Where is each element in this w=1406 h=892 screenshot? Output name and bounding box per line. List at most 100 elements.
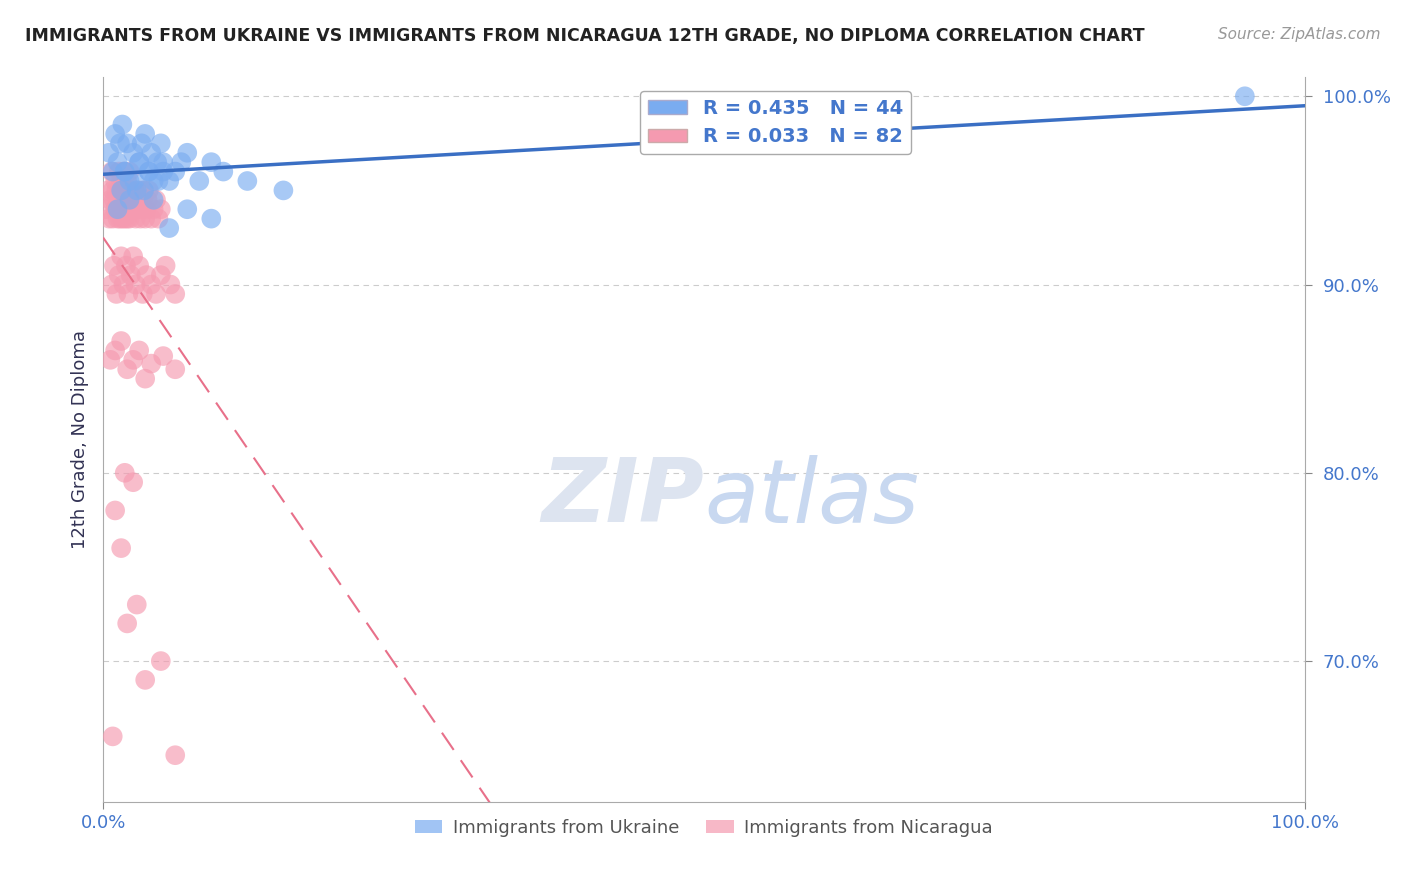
Point bbox=[149, 654, 172, 668]
Point bbox=[159, 277, 181, 292]
Point bbox=[112, 277, 135, 292]
Point bbox=[149, 136, 172, 151]
Point bbox=[103, 193, 125, 207]
Point bbox=[145, 287, 167, 301]
Point bbox=[105, 287, 128, 301]
Point bbox=[114, 164, 136, 178]
Point bbox=[136, 193, 159, 207]
Point bbox=[110, 183, 132, 197]
Point bbox=[165, 164, 187, 178]
Point bbox=[122, 475, 145, 490]
Point bbox=[149, 268, 172, 282]
Point bbox=[98, 352, 121, 367]
Point bbox=[165, 362, 187, 376]
Point bbox=[114, 164, 136, 178]
Point bbox=[132, 183, 155, 197]
Point bbox=[98, 193, 121, 207]
Point bbox=[212, 164, 235, 178]
Point bbox=[94, 202, 117, 217]
Point bbox=[138, 164, 160, 178]
Point bbox=[120, 268, 142, 282]
Point bbox=[236, 174, 259, 188]
Point bbox=[118, 211, 141, 226]
Point bbox=[141, 211, 163, 226]
Point bbox=[103, 259, 125, 273]
Point bbox=[134, 127, 156, 141]
Point bbox=[170, 155, 193, 169]
Point bbox=[152, 349, 174, 363]
Point bbox=[131, 136, 153, 151]
Point bbox=[157, 221, 180, 235]
Point bbox=[118, 164, 141, 178]
Point bbox=[110, 541, 132, 555]
Point bbox=[118, 193, 141, 207]
Point bbox=[145, 193, 167, 207]
Point bbox=[115, 202, 138, 217]
Point bbox=[141, 145, 163, 160]
Point bbox=[200, 211, 222, 226]
Point bbox=[100, 277, 122, 292]
Point bbox=[176, 145, 198, 160]
Point bbox=[148, 174, 170, 188]
Point bbox=[110, 174, 132, 188]
Point bbox=[107, 211, 129, 226]
Point bbox=[107, 155, 129, 169]
Point bbox=[149, 202, 172, 217]
Point bbox=[98, 211, 121, 226]
Point bbox=[176, 202, 198, 217]
Point bbox=[273, 183, 295, 197]
Point bbox=[115, 362, 138, 376]
Point bbox=[101, 183, 124, 197]
Point bbox=[110, 249, 132, 263]
Point bbox=[115, 174, 138, 188]
Point bbox=[124, 211, 146, 226]
Point bbox=[101, 730, 124, 744]
Y-axis label: 12th Grade, No Diploma: 12th Grade, No Diploma bbox=[72, 330, 89, 549]
Point bbox=[132, 287, 155, 301]
Point bbox=[111, 118, 134, 132]
Point bbox=[117, 193, 139, 207]
Point bbox=[107, 202, 129, 217]
Point bbox=[107, 268, 129, 282]
Point bbox=[114, 183, 136, 197]
Point bbox=[1233, 89, 1256, 103]
Point bbox=[100, 164, 122, 178]
Point bbox=[138, 183, 160, 197]
Point bbox=[114, 466, 136, 480]
Point bbox=[122, 145, 145, 160]
Point bbox=[108, 136, 131, 151]
Point bbox=[112, 164, 135, 178]
Point bbox=[104, 343, 127, 358]
Point bbox=[118, 174, 141, 188]
Point bbox=[114, 211, 136, 226]
Point bbox=[115, 616, 138, 631]
Point bbox=[188, 174, 211, 188]
Point bbox=[129, 211, 152, 226]
Point bbox=[142, 193, 165, 207]
Point bbox=[128, 155, 150, 169]
Point bbox=[104, 174, 127, 188]
Point bbox=[124, 174, 146, 188]
Point bbox=[107, 193, 129, 207]
Point bbox=[120, 183, 142, 197]
Point bbox=[110, 202, 132, 217]
Point bbox=[155, 259, 177, 273]
Text: atlas: atlas bbox=[704, 455, 920, 541]
Point bbox=[121, 202, 143, 217]
Point bbox=[157, 174, 180, 188]
Point bbox=[105, 183, 128, 197]
Point bbox=[124, 183, 146, 197]
Point bbox=[122, 193, 145, 207]
Point bbox=[134, 372, 156, 386]
Point bbox=[135, 202, 157, 217]
Point bbox=[152, 155, 174, 169]
Point bbox=[110, 334, 132, 348]
Point bbox=[134, 211, 156, 226]
Point bbox=[127, 193, 149, 207]
Point bbox=[122, 352, 145, 367]
Point bbox=[128, 183, 150, 197]
Point bbox=[117, 287, 139, 301]
Text: IMMIGRANTS FROM UKRAINE VS IMMIGRANTS FROM NICARAGUA 12TH GRADE, NO DIPLOMA CORR: IMMIGRANTS FROM UKRAINE VS IMMIGRANTS FR… bbox=[25, 27, 1144, 45]
Point bbox=[128, 259, 150, 273]
Point bbox=[104, 202, 127, 217]
